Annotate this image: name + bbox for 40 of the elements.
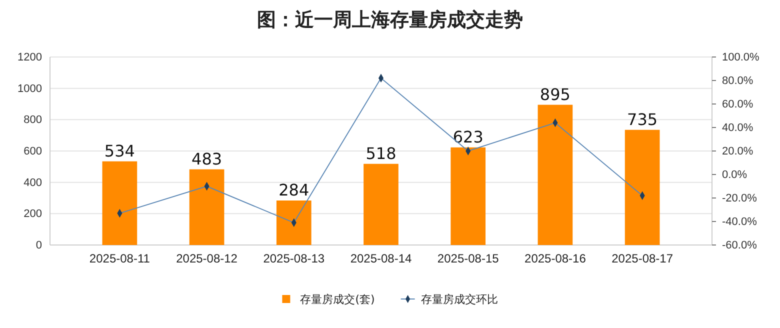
bar bbox=[364, 164, 398, 245]
bar bbox=[538, 104, 573, 245]
data-label: 518 bbox=[366, 144, 396, 163]
y2-tick-label: 100.0% bbox=[722, 52, 760, 64]
y2-tick-label: 0.0% bbox=[722, 169, 748, 182]
bar bbox=[450, 147, 486, 245]
y2-tick-label: 80.0% bbox=[722, 75, 754, 88]
data-label: 284 bbox=[278, 180, 310, 200]
y2-tick-label: 20.0% bbox=[722, 146, 754, 158]
y-tick-label: 400 bbox=[24, 176, 42, 189]
y-tick-label: 200 bbox=[24, 208, 42, 220]
y2-tick-label: 60.0% bbox=[722, 98, 754, 111]
bar bbox=[189, 169, 224, 245]
x-tick-label: 2025-08-11 bbox=[89, 252, 150, 266]
data-label: 483 bbox=[192, 149, 222, 168]
y2-tick-label: -20.0% bbox=[722, 192, 758, 205]
y-tick-label: 800 bbox=[24, 114, 42, 126]
y-tick-label: 1200 bbox=[18, 52, 42, 64]
bar bbox=[102, 161, 138, 245]
data-label: 534 bbox=[104, 141, 135, 160]
y-tick-label: 0 bbox=[36, 240, 42, 252]
y2-tick-label: 40.0% bbox=[722, 122, 754, 134]
legend-label: 存量房成交(套) bbox=[300, 293, 375, 306]
legend-label: 存量房成交环比 bbox=[420, 293, 498, 306]
x-tick-label: 2025-08-17 bbox=[612, 252, 674, 266]
x-tick-label: 2025-08-14 bbox=[350, 252, 412, 266]
y-tick-label: 1000 bbox=[18, 82, 42, 95]
data-label: 623 bbox=[452, 127, 484, 146]
x-tick-label: 2025-08-15 bbox=[437, 252, 500, 266]
data-label: 735 bbox=[627, 110, 658, 129]
chart-title: 图：近一周上海存量房成交走势 bbox=[257, 9, 523, 31]
bar bbox=[276, 200, 312, 245]
y-tick-label: 600 bbox=[24, 146, 42, 158]
y2-tick-label: -60.0% bbox=[722, 240, 758, 252]
x-tick-label: 2025-08-16 bbox=[524, 252, 586, 266]
x-tick-label: 2025-08-12 bbox=[176, 252, 238, 266]
bar bbox=[624, 130, 660, 245]
y2-tick-label: -40.0% bbox=[722, 216, 758, 228]
data-label: 895 bbox=[540, 84, 570, 104]
x-tick-label: 2025-08-13 bbox=[263, 252, 325, 266]
